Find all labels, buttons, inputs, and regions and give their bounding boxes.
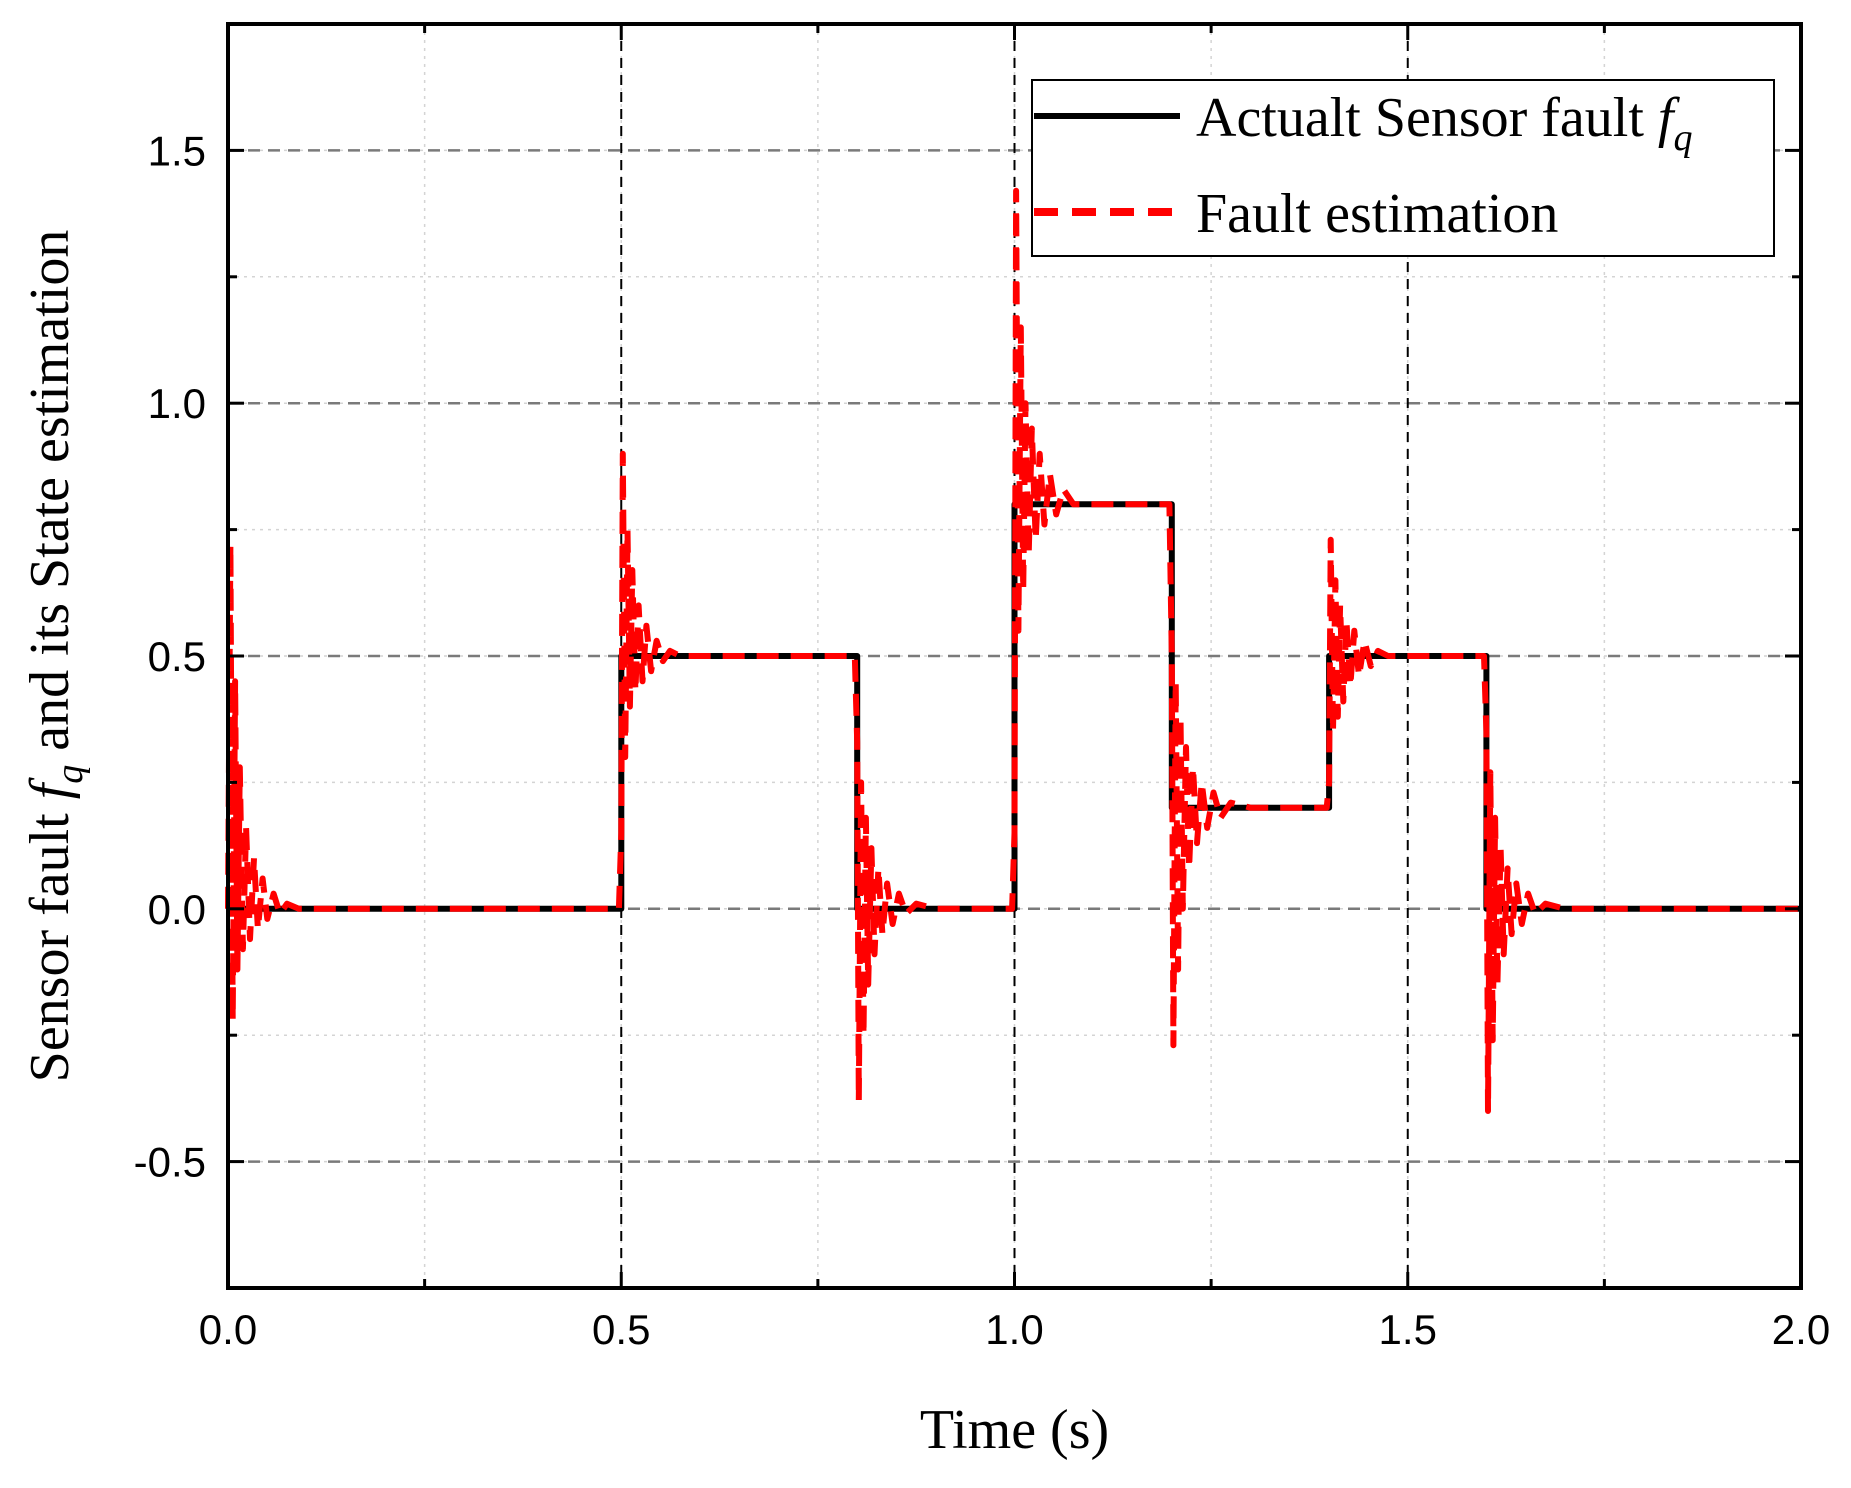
- y-axis-title: Sensor fault fq and its State estimation: [19, 230, 91, 1083]
- x-tick-label: 2.0: [1772, 1306, 1830, 1353]
- y-tick-label: -0.5: [134, 1139, 206, 1186]
- y-axis-title-suffix: and its State estimation: [19, 230, 81, 765]
- legend-box: [1031, 79, 1775, 257]
- legend-label-fault-estimation: Fault estimation: [1196, 183, 1558, 245]
- legend-label-actual-fault: Actualt Sensor fault fq: [1196, 87, 1692, 159]
- y-tick-label: 1.5: [148, 127, 206, 174]
- series-layer: [225, 187, 1801, 1114]
- y-tick-label: 1.0: [148, 380, 206, 427]
- x-axis-title: Time (s): [920, 1399, 1109, 1461]
- series-line-fault-estimation: [225, 187, 1801, 1114]
- legend-label-actual-fault-name: Actualt Sensor fault: [1196, 87, 1644, 149]
- tick-layer: [226, 22, 1803, 1290]
- legend: Actualt Sensor fault fq Fault estimation: [1031, 79, 1775, 257]
- tick-label-layer: 0.0 0.5 1.0 1.5 2.0 -0.5 0.0 0.5 1.0 1.5: [134, 127, 1831, 1353]
- legend-label-actual-fault-subscript: q: [1673, 117, 1692, 159]
- x-tick-label: 1.5: [1379, 1306, 1437, 1353]
- x-tick-label: 0.0: [199, 1306, 257, 1353]
- y-axis-title-prefix: Sensor fault: [19, 799, 81, 1082]
- y-tick-label: 0.0: [148, 886, 206, 933]
- y-tick-label: 0.5: [148, 633, 206, 680]
- y-axis-title-subscript: q: [49, 765, 91, 784]
- x-tick-label: 1.0: [985, 1306, 1043, 1353]
- x-tick-label: 0.5: [592, 1306, 650, 1353]
